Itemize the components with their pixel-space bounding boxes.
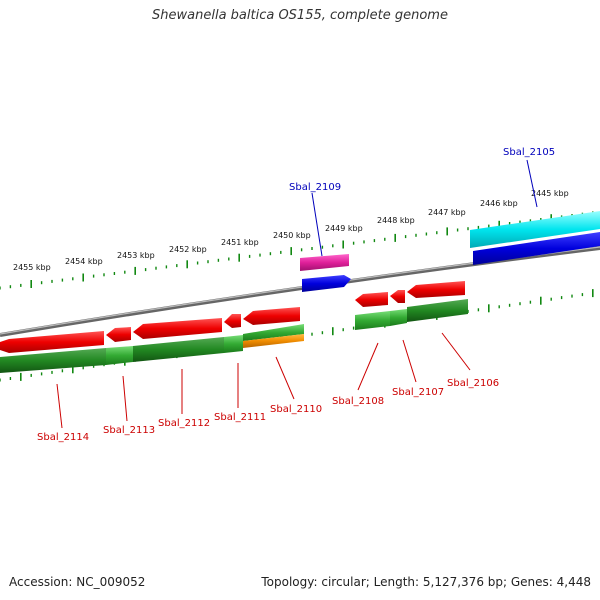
cog-box-green-sbal-2112 (133, 337, 224, 362)
cog-box-orange-sbal-2110 (243, 334, 304, 348)
gene-label-sbal-2109[interactable]: Sbal_2109 (289, 182, 341, 193)
leader-line (402, 339, 417, 383)
scale-label: 2446 kbp (480, 199, 518, 208)
genome-backbone (0, 246, 600, 337)
gene-label-sbal-2107[interactable]: Sbal_2107 (392, 387, 444, 398)
cog-box-green-sbal-2111 (224, 335, 243, 353)
cds-arrow-sbal-2114[interactable] (0, 331, 104, 353)
genome-summary-text: Topology: circular; Length: 5,127,376 bp… (261, 575, 591, 589)
cds-arrow-sbal-2108[interactable] (355, 292, 388, 307)
gene-label-sbal-2110[interactable]: Sbal_2110 (270, 404, 322, 415)
scale-label: 2448 kbp (377, 216, 415, 225)
cog-box-green-sbal-2110 (243, 324, 304, 341)
scale-label: 2449 kbp (325, 224, 363, 233)
cds-arrow-sbal-2106[interactable] (407, 281, 465, 298)
outer-tick-ring (0, 211, 594, 290)
cds-arrow-sbal-2111[interactable] (224, 314, 241, 328)
reverse-cog-row (0, 299, 468, 373)
gene-label-sbal-2113[interactable]: Sbal_2113 (103, 425, 155, 436)
gene-label-sbal-2112[interactable]: Sbal_2112 (158, 418, 210, 429)
gene-label-sbal-2105[interactable]: Sbal_2105 (503, 147, 555, 158)
leader-line (357, 342, 379, 391)
cds-arrow-forward (302, 275, 351, 292)
cds-arrow-sbal-2112[interactable] (133, 318, 222, 339)
forward-feature-sbal-2105[interactable] (470, 211, 600, 265)
scale-label: 2455 kbp (13, 263, 51, 272)
cds-arrow-sbal-2107[interactable] (390, 290, 405, 303)
leader-line (441, 332, 471, 371)
scale-labels: 2455 kbp 2454 kbp 2453 kbp 2452 kbp 2451… (13, 189, 569, 272)
leader-line (122, 375, 128, 422)
cog-box-cyan (470, 211, 600, 248)
leader-line (311, 192, 323, 257)
leader-line (526, 159, 538, 208)
scale-label: 2452 kbp (169, 245, 207, 254)
cds-arrow-sbal-2110[interactable] (243, 307, 300, 325)
cog-box-green-sbal-2113 (106, 346, 133, 365)
cog-box-green-sbal-2114 (0, 348, 106, 373)
gene-label-sbal-2106[interactable]: Sbal_2106 (447, 378, 499, 389)
forward-feature-sbal-2109[interactable] (300, 254, 351, 292)
scale-label: 2454 kbp (65, 257, 103, 266)
leader-line (275, 356, 295, 400)
cds-arrow-sbal-2113[interactable] (106, 327, 131, 342)
forward-gene-labels: Sbal_2109 Sbal_2105 (289, 147, 555, 257)
gene-label-sbal-2111[interactable]: Sbal_2111 (214, 412, 266, 423)
cog-box-green-sbal-2106 (407, 299, 468, 322)
cog-box-green-sbal-2108 (355, 311, 390, 330)
scale-label: 2451 kbp (221, 238, 259, 247)
cds-arrow-forward (473, 232, 600, 265)
scale-label: 2453 kbp (117, 251, 155, 260)
gene-label-sbal-2108[interactable]: Sbal_2108 (332, 396, 384, 407)
scale-label: 2447 kbp (428, 208, 466, 217)
reverse-cds-group-right (355, 281, 465, 307)
scale-label: 2450 kbp (273, 231, 311, 240)
accession-text: Accession: NC_009052 (9, 575, 146, 589)
map-title: Shewanella baltica OS155, complete genom… (152, 8, 448, 23)
leader-line (56, 383, 63, 429)
scale-label: 2445 kbp (531, 189, 569, 198)
gene-label-sbal-2114[interactable]: Sbal_2114 (37, 432, 89, 443)
cog-box-green-sbal-2107 (390, 309, 407, 326)
cog-box-magenta (300, 254, 349, 271)
reverse-gene-labels: Sbal_2114 Sbal_2113 Sbal_2112 Sbal_2111 … (37, 332, 499, 443)
reverse-cds-group-left (0, 307, 300, 353)
